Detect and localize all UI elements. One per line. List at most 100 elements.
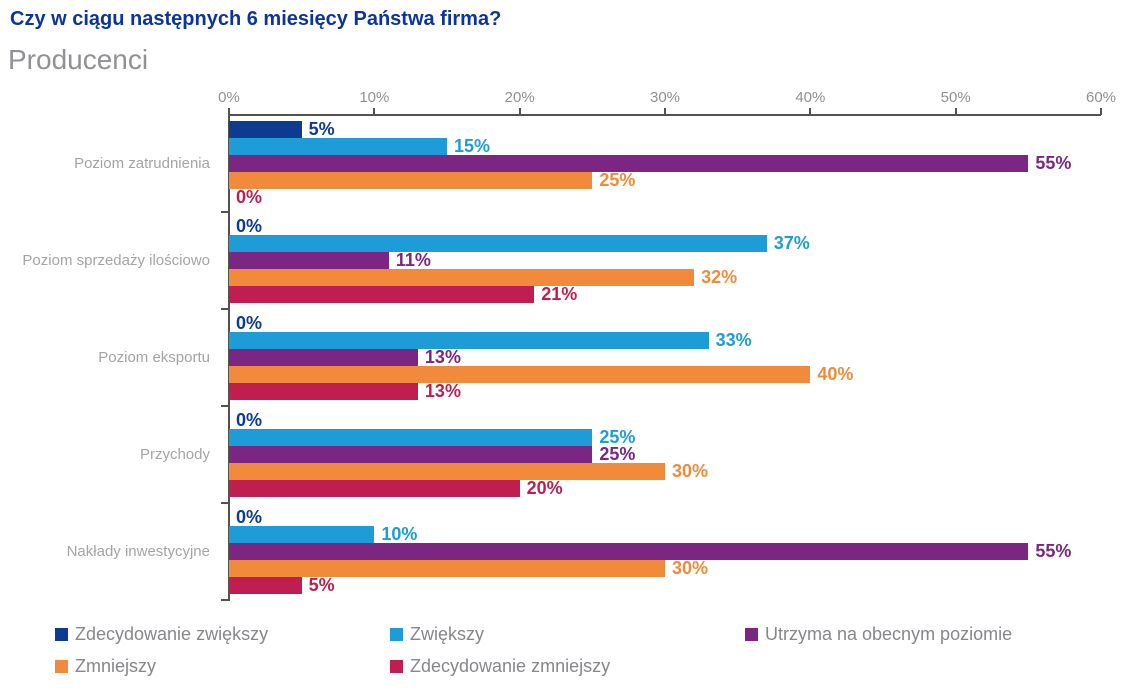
category-group: Poziom eksportu 0% 33% 13% 40% 13% bbox=[0, 309, 1136, 406]
bar bbox=[229, 429, 593, 446]
legend-item: Zmniejszy bbox=[55, 656, 390, 677]
x-axis-tick-label: 0% bbox=[218, 89, 240, 106]
chart-title: Czy w ciągu następnych 6 miesięcy Państw… bbox=[10, 8, 502, 30]
x-axis-tick-mark bbox=[518, 108, 521, 115]
bar-value-label: 25% bbox=[599, 170, 636, 190]
bar-value-label: 20% bbox=[526, 478, 563, 498]
category-label: Nakłady inwestycyjne bbox=[66, 543, 210, 560]
plot-groups: Poziom zatrudnienia 5% 15% 55% 25% 0% Poziom s… bbox=[0, 115, 1136, 600]
legend-swatch bbox=[55, 628, 68, 641]
bar-row: 40% bbox=[229, 365, 1136, 383]
legend-label: Zdecydowanie zwiększy bbox=[75, 624, 269, 644]
bar-value-label: 10% bbox=[381, 524, 418, 544]
legend-label: Utrzyma na obecnym poziomie bbox=[765, 624, 1013, 644]
bar-row: 30% bbox=[229, 462, 1136, 480]
x-axis-tick-label: 30% bbox=[649, 89, 681, 106]
x-axis-tick-mark bbox=[664, 108, 666, 115]
category-group: Poziom zatrudnienia 5% 15% 55% 25% 0% bbox=[0, 115, 1136, 212]
category-boundary-tick bbox=[221, 502, 229, 504]
bar-row: 5% bbox=[229, 575, 1136, 595]
bar bbox=[229, 463, 665, 480]
legend-item: Zdecydowanie zwiększy bbox=[55, 624, 390, 645]
bar bbox=[229, 577, 302, 594]
category-group: Poziom sprzedaży ilościowo 0% 37% 11% 32% 21% bbox=[0, 212, 1136, 309]
bar bbox=[229, 235, 767, 252]
bar-row: 21% bbox=[229, 285, 1136, 303]
bar bbox=[229, 286, 535, 303]
bar bbox=[229, 172, 593, 189]
bar-chart: 0% 10% 20% 30% 40% 50% 60% Poziom zatrudnienia… bbox=[0, 88, 1136, 601]
bar-value-label: 32% bbox=[701, 267, 738, 287]
bar-row: 32% bbox=[229, 267, 1136, 287]
bar bbox=[229, 526, 375, 543]
category-bars: 0% 25% 25% 30% 20% bbox=[229, 406, 1136, 503]
bar-row: 33% bbox=[229, 330, 1136, 350]
legend-swatch bbox=[745, 628, 758, 641]
bar-value-label: 55% bbox=[1035, 541, 1072, 561]
legend: Zdecydowanie zwiększy Zwiększy Utrzyma na … bbox=[55, 624, 1012, 677]
bar bbox=[229, 138, 447, 155]
bar-value-label: 0% bbox=[236, 507, 263, 527]
legend-label: Zmniejszy bbox=[75, 656, 157, 676]
category-label: Poziom zatrudnienia bbox=[74, 155, 210, 172]
bar-row: 0% bbox=[229, 507, 1136, 527]
bar-row: 13% bbox=[229, 381, 1136, 401]
bar bbox=[229, 543, 1029, 560]
category-boundary-tick bbox=[221, 211, 229, 213]
category-boundary-tick bbox=[221, 405, 229, 407]
bar bbox=[229, 155, 1029, 172]
x-axis-tick-mark bbox=[1100, 108, 1102, 115]
x-axis-tick-label: 20% bbox=[504, 89, 535, 106]
category-label: Poziom sprzedaży ilościowo bbox=[22, 252, 210, 269]
x-axis-tick-mark bbox=[809, 108, 812, 115]
bar-row: 0% bbox=[229, 216, 1136, 236]
legend-item: Zwiększy bbox=[390, 624, 745, 645]
x-axis-tick-label: 10% bbox=[359, 89, 390, 106]
category-boundary-tick bbox=[221, 308, 229, 310]
bar-row: 0% bbox=[229, 313, 1136, 333]
x-axis-tick-label: 50% bbox=[940, 89, 971, 106]
category-group: Przychody 0% 25% 25% 30% 20% bbox=[0, 406, 1136, 503]
bar bbox=[229, 349, 418, 366]
x-axis-tick-label: 60% bbox=[1085, 89, 1117, 106]
category-bars: 5% 15% 55% 25% 0% bbox=[229, 115, 1136, 212]
category-label: Poziom eksportu bbox=[98, 349, 210, 366]
legend-swatch bbox=[390, 660, 403, 673]
legend-label: Zwiększy bbox=[410, 624, 485, 644]
bar-row: 25% bbox=[229, 445, 1136, 463]
bar-value-label: 13% bbox=[424, 381, 461, 401]
bar-row: 13% bbox=[229, 348, 1136, 366]
bar-row: 37% bbox=[229, 233, 1136, 253]
category-bars: 0% 10% 55% 30% 5% bbox=[229, 503, 1136, 600]
bar-value-label: 33% bbox=[715, 330, 752, 350]
bar-value-label: 15% bbox=[454, 136, 491, 156]
legend-label: Zdecydowanie zmniejszy bbox=[410, 656, 611, 676]
bar-value-label: 0% bbox=[236, 313, 263, 333]
category-boundary-tick bbox=[221, 599, 229, 601]
bar-value-label: 0% bbox=[236, 410, 263, 430]
bar-row: 25% bbox=[229, 427, 1136, 447]
bar-value-label: 0% bbox=[236, 187, 263, 207]
bar-value-label: 37% bbox=[773, 233, 810, 253]
x-axis-tick-label: 40% bbox=[795, 89, 826, 106]
bar-row: 15% bbox=[229, 136, 1136, 156]
bar-value-label: 0% bbox=[236, 216, 263, 236]
legend-swatch bbox=[55, 660, 68, 673]
bar-row: 0% bbox=[229, 187, 1136, 207]
bar-value-label: 5% bbox=[308, 119, 335, 139]
bar-value-label: 11% bbox=[395, 250, 431, 270]
category-bars: 0% 33% 13% 40% 13% bbox=[229, 309, 1136, 406]
bar bbox=[229, 121, 302, 138]
bar bbox=[229, 446, 593, 463]
bar-value-label: 30% bbox=[672, 558, 709, 578]
legend-item: Utrzyma na obecnym poziomie bbox=[745, 624, 1012, 645]
category-bars: 0% 37% 11% 32% 21% bbox=[229, 212, 1136, 309]
bar bbox=[229, 480, 520, 497]
bar-row: 55% bbox=[229, 154, 1136, 172]
bar-value-label: 5% bbox=[308, 575, 335, 595]
x-axis-tick-mark bbox=[373, 108, 376, 115]
bar-value-label: 25% bbox=[599, 427, 636, 447]
bar-row: 11% bbox=[229, 250, 1136, 270]
bar bbox=[229, 383, 418, 400]
